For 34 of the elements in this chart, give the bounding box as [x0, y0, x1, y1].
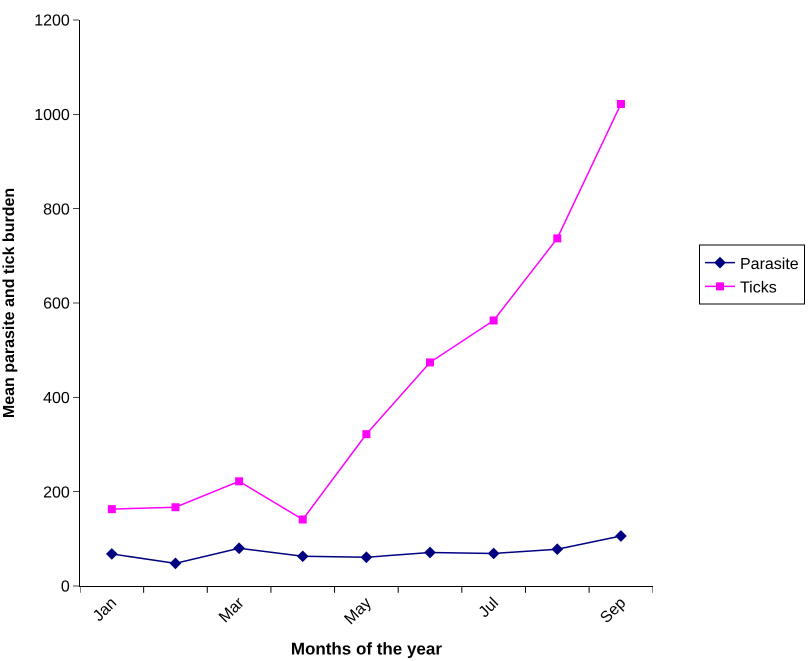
x-tick-label: Mar — [216, 594, 248, 626]
y-tick-label: 0 — [60, 578, 70, 596]
y-tick-label: 800 — [43, 201, 70, 218]
point — [426, 358, 434, 366]
point — [616, 100, 625, 108]
point — [551, 543, 564, 556]
point — [488, 548, 500, 560]
y-tick-label: 600 — [43, 296, 70, 313]
point — [360, 551, 372, 564]
x-tick-label: May — [341, 594, 375, 628]
legend-label: Parasite — [740, 256, 799, 273]
point — [615, 530, 627, 542]
point — [171, 503, 180, 512]
y-tick-label: 200 — [43, 484, 70, 502]
y-axis-title: Mean parasite and tick burden — [1, 188, 18, 418]
x-tick-label: Jul — [476, 594, 502, 622]
y-tick-label: 1000 — [34, 106, 70, 124]
point — [553, 234, 562, 242]
point — [490, 316, 498, 324]
point — [108, 505, 116, 514]
x-tick-label: Sep — [597, 594, 630, 627]
point — [235, 477, 244, 486]
point — [424, 546, 436, 558]
point — [106, 548, 118, 560]
y-tick-label: 400 — [43, 390, 70, 407]
x-tick-label: Jan — [90, 594, 120, 625]
y-tick-label: 1200 — [34, 12, 70, 30]
point — [233, 542, 245, 554]
point — [362, 430, 370, 438]
point — [296, 550, 309, 562]
point — [170, 558, 182, 570]
legend-label: Ticks — [740, 280, 777, 297]
point — [298, 516, 307, 524]
x-axis-title: Months of the year — [290, 639, 442, 658]
